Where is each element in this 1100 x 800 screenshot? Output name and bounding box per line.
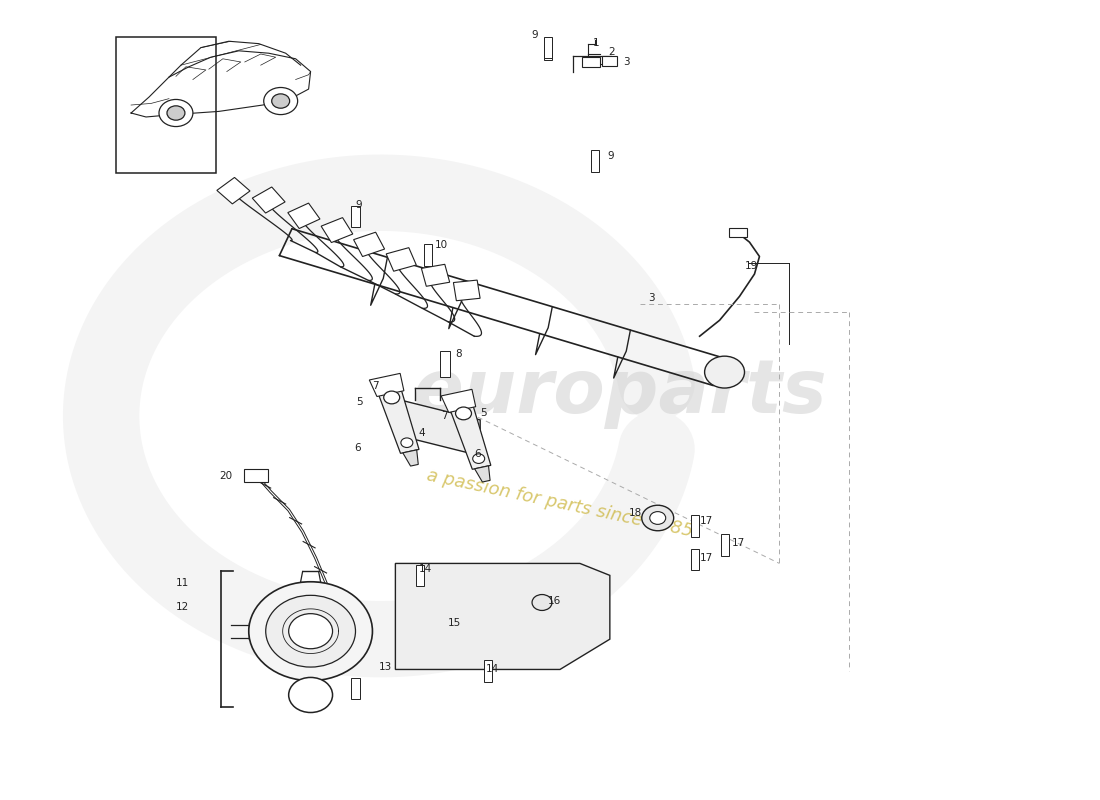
- Polygon shape: [376, 383, 419, 454]
- Text: 9: 9: [608, 151, 615, 161]
- Bar: [720, 534, 728, 556]
- Text: a passion for parts since 1985: a passion for parts since 1985: [425, 466, 695, 541]
- Polygon shape: [400, 400, 481, 456]
- Circle shape: [532, 594, 552, 610]
- Polygon shape: [448, 399, 491, 470]
- Circle shape: [473, 454, 485, 463]
- Polygon shape: [353, 232, 385, 257]
- Bar: [691, 515, 698, 537]
- Text: 1: 1: [593, 38, 600, 48]
- Bar: [484, 660, 492, 682]
- Polygon shape: [386, 248, 416, 271]
- Text: 17: 17: [700, 553, 713, 563]
- Bar: [425, 244, 432, 266]
- Polygon shape: [453, 280, 480, 301]
- Bar: [603, 56, 617, 66]
- Text: 12: 12: [176, 602, 189, 612]
- Polygon shape: [321, 218, 353, 242]
- Text: 7: 7: [372, 381, 378, 390]
- Bar: [117, 38, 216, 173]
- Bar: [352, 206, 360, 227]
- Circle shape: [641, 506, 673, 530]
- Text: 16: 16: [548, 596, 561, 606]
- Text: 5: 5: [481, 408, 487, 418]
- Bar: [244, 470, 267, 482]
- Polygon shape: [252, 187, 285, 213]
- Polygon shape: [421, 264, 450, 286]
- Text: europarts: europarts: [412, 355, 827, 429]
- Polygon shape: [288, 203, 320, 229]
- Circle shape: [266, 595, 355, 667]
- Bar: [728, 228, 747, 238]
- Circle shape: [272, 94, 289, 108]
- Text: 3: 3: [623, 57, 629, 67]
- Text: 6: 6: [354, 443, 361, 453]
- Text: 3: 3: [648, 293, 654, 303]
- Text: 18: 18: [628, 508, 641, 518]
- Bar: [440, 351, 450, 378]
- Circle shape: [288, 614, 332, 649]
- Text: 15: 15: [449, 618, 462, 628]
- Polygon shape: [403, 450, 418, 466]
- Text: 19: 19: [745, 261, 758, 271]
- Bar: [582, 57, 600, 67]
- Text: 13: 13: [378, 662, 392, 672]
- Polygon shape: [474, 466, 491, 482]
- Text: 20: 20: [220, 470, 233, 481]
- Text: 4: 4: [418, 429, 425, 438]
- Circle shape: [160, 99, 192, 126]
- Bar: [544, 38, 552, 60]
- Bar: [691, 549, 698, 570]
- Circle shape: [455, 407, 472, 420]
- Text: 11: 11: [176, 578, 189, 588]
- Text: 14: 14: [486, 665, 499, 674]
- Circle shape: [384, 391, 399, 404]
- Circle shape: [264, 87, 298, 114]
- Text: 9: 9: [531, 30, 538, 40]
- Circle shape: [650, 512, 666, 524]
- Bar: [591, 150, 598, 171]
- Circle shape: [167, 106, 185, 120]
- Bar: [544, 37, 552, 58]
- Text: 14: 14: [418, 564, 431, 574]
- Text: 6: 6: [474, 450, 481, 459]
- Polygon shape: [441, 390, 475, 413]
- Text: 17: 17: [732, 538, 745, 549]
- Circle shape: [400, 438, 412, 447]
- Text: 5: 5: [355, 397, 363, 406]
- Polygon shape: [370, 374, 404, 397]
- Bar: [416, 565, 425, 586]
- Circle shape: [288, 678, 332, 713]
- Polygon shape: [217, 178, 250, 204]
- Text: 10: 10: [436, 239, 449, 250]
- Polygon shape: [395, 563, 609, 670]
- Text: 2: 2: [608, 47, 615, 58]
- Text: 7: 7: [441, 411, 448, 421]
- Text: 17: 17: [700, 516, 713, 526]
- Text: 8: 8: [455, 349, 462, 358]
- Bar: [352, 678, 360, 699]
- Circle shape: [249, 582, 373, 681]
- Text: 9: 9: [355, 200, 362, 210]
- Circle shape: [705, 356, 745, 388]
